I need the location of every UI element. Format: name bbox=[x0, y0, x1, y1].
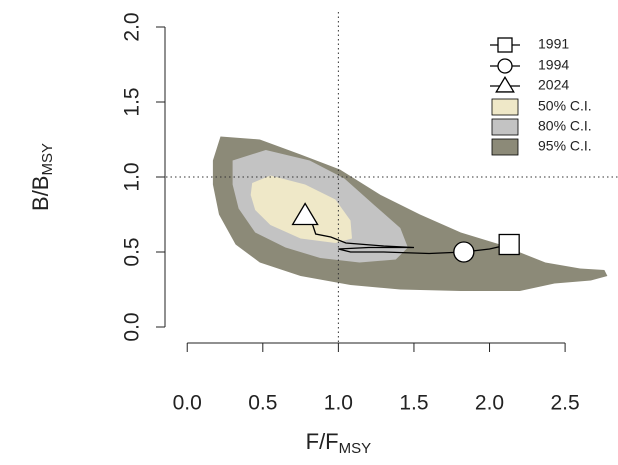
legend-symbol bbox=[497, 58, 513, 74]
trajectory bbox=[304, 215, 510, 255]
x-tick-label: 1.5 bbox=[399, 392, 428, 415]
x-tick-label: 2.5 bbox=[550, 392, 579, 415]
x-axis-title: F/FMSY bbox=[306, 429, 372, 457]
x-axis-title-sub: MSY bbox=[339, 440, 372, 457]
legend-symbol bbox=[495, 75, 515, 93]
legend-symbol bbox=[497, 37, 513, 53]
x-tick-label: 0.0 bbox=[173, 392, 202, 415]
x-tick-label: 0.5 bbox=[248, 392, 277, 415]
legend-label: 50% C.I. bbox=[538, 98, 592, 114]
marker-square bbox=[498, 233, 520, 256]
y-tick-label: 1.0 bbox=[121, 162, 144, 191]
legend-label: 95% C.I. bbox=[538, 138, 592, 154]
y-axis-title-sub: MSY bbox=[39, 143, 56, 176]
marker-triangle bbox=[291, 202, 319, 226]
y-tick-label: 0.5 bbox=[121, 237, 144, 266]
y-axis-title-main: B/B bbox=[28, 176, 53, 211]
y-axis-title: B/BMSY bbox=[28, 143, 56, 211]
legend-label: 1991 bbox=[538, 36, 569, 52]
legend-swatch bbox=[491, 98, 519, 116]
marker-circle bbox=[453, 241, 475, 263]
x-tick-label: 1.0 bbox=[324, 392, 353, 415]
legend-label: 1994 bbox=[538, 57, 569, 73]
y-tick-label: 1.5 bbox=[121, 87, 144, 116]
y-tick-label: 0.0 bbox=[121, 312, 144, 341]
legend-label: 2024 bbox=[538, 77, 569, 93]
y-tick-label: 2.0 bbox=[121, 12, 144, 41]
legend-label: 80% C.I. bbox=[538, 118, 592, 134]
x-tick-label: 2.0 bbox=[475, 392, 504, 415]
legend-swatch bbox=[491, 118, 519, 136]
x-axis-title-main: F/F bbox=[306, 429, 339, 454]
legend-swatch bbox=[491, 138, 519, 156]
